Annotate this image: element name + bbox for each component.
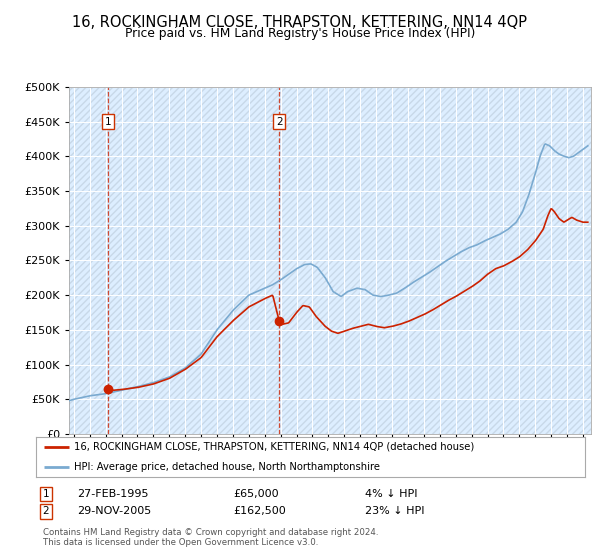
- Text: 1: 1: [43, 489, 49, 499]
- Text: £162,500: £162,500: [233, 506, 286, 516]
- Text: 29-NOV-2005: 29-NOV-2005: [77, 506, 151, 516]
- Text: 2: 2: [276, 116, 283, 127]
- Text: 16, ROCKINGHAM CLOSE, THRAPSTON, KETTERING, NN14 4QP (detached house): 16, ROCKINGHAM CLOSE, THRAPSTON, KETTERI…: [74, 442, 475, 452]
- Text: 1: 1: [104, 116, 112, 127]
- Text: HPI: Average price, detached house, North Northamptonshire: HPI: Average price, detached house, Nort…: [74, 462, 380, 472]
- Text: 16, ROCKINGHAM CLOSE, THRAPSTON, KETTERING, NN14 4QP: 16, ROCKINGHAM CLOSE, THRAPSTON, KETTERI…: [73, 15, 527, 30]
- Text: 4% ↓ HPI: 4% ↓ HPI: [365, 489, 418, 499]
- Text: Contains HM Land Registry data © Crown copyright and database right 2024.
This d: Contains HM Land Registry data © Crown c…: [43, 528, 378, 547]
- Text: Price paid vs. HM Land Registry's House Price Index (HPI): Price paid vs. HM Land Registry's House …: [125, 27, 475, 40]
- Text: 27-FEB-1995: 27-FEB-1995: [77, 489, 149, 499]
- Text: 23% ↓ HPI: 23% ↓ HPI: [365, 506, 425, 516]
- Text: 2: 2: [43, 506, 49, 516]
- Text: £65,000: £65,000: [233, 489, 279, 499]
